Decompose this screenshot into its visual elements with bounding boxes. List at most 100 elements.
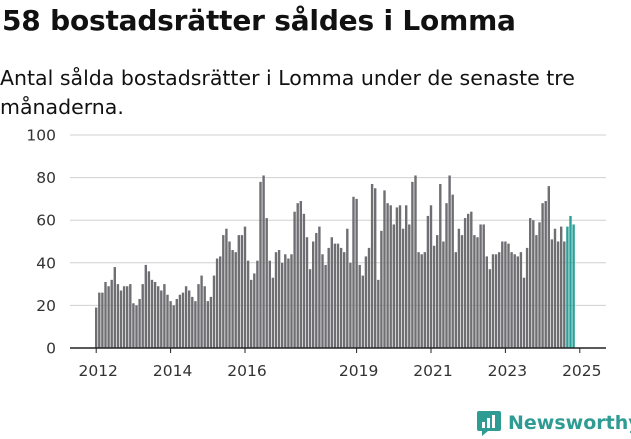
bar [451, 194, 454, 348]
bar [569, 215, 572, 348]
bar [370, 183, 374, 348]
bar [473, 235, 476, 348]
bar [547, 186, 550, 348]
newsworthy-icon [477, 411, 501, 436]
bar [535, 235, 538, 348]
bar [398, 205, 402, 348]
bar [157, 286, 160, 348]
bar [163, 284, 166, 348]
bar [367, 247, 371, 348]
bar [243, 226, 247, 348]
x-tick-label: 2023 [488, 362, 527, 380]
bar [408, 224, 411, 348]
bar [256, 260, 259, 348]
brand-name: Newsworthy [508, 412, 631, 434]
bar [336, 243, 340, 348]
bar [550, 239, 554, 348]
bar [429, 205, 433, 348]
bar [299, 201, 302, 348]
bar [401, 228, 405, 348]
bar [488, 269, 492, 348]
bar [166, 294, 169, 348]
bar [346, 228, 349, 348]
bar [129, 284, 132, 348]
bar [327, 247, 330, 348]
bar [330, 237, 333, 348]
bar [222, 235, 225, 348]
bar [448, 175, 451, 348]
bar [200, 275, 203, 348]
bar [560, 226, 563, 348]
bar [411, 181, 414, 348]
bar [250, 279, 253, 348]
x-tick-label: 2021 [413, 362, 452, 380]
bar [383, 190, 386, 348]
bar [504, 241, 507, 348]
bar [290, 254, 293, 348]
y-axis-ticks: 0 20 40 60 80 100 [26, 127, 56, 358]
bar [566, 226, 569, 348]
bar [432, 245, 436, 348]
bar [184, 286, 188, 348]
bar [463, 218, 467, 348]
x-tick-label: 2012 [78, 362, 117, 380]
bar [529, 218, 532, 348]
y-tick-label: 20 [36, 297, 56, 315]
y-tick-label: 80 [36, 169, 56, 187]
bar [113, 267, 116, 348]
bar [343, 252, 346, 348]
bar [141, 284, 144, 348]
bar [122, 286, 126, 348]
bar [423, 252, 426, 348]
bar [414, 175, 417, 348]
bar [296, 203, 299, 348]
bar [494, 254, 498, 348]
bar [532, 220, 535, 348]
bar [107, 286, 110, 348]
bar [225, 228, 228, 348]
x-tick-label: 2014 [153, 362, 192, 380]
bar [386, 203, 389, 348]
bar [237, 235, 240, 348]
bar [104, 281, 107, 348]
bar [476, 237, 479, 348]
bar [308, 269, 312, 348]
bar [358, 264, 361, 348]
bar [491, 254, 495, 348]
bar [259, 181, 262, 348]
bar [181, 292, 185, 348]
bar [352, 196, 355, 348]
bar [361, 275, 364, 348]
bar [160, 290, 163, 348]
bar [572, 224, 575, 348]
bar [135, 305, 138, 348]
bar [212, 275, 216, 348]
bar [442, 241, 445, 348]
bar [315, 232, 318, 348]
bar [374, 188, 377, 348]
y-tick-label: 40 [36, 254, 56, 272]
bar [519, 252, 523, 348]
newsworthy-logo: Newsworthy [476, 409, 631, 437]
bar [110, 279, 113, 348]
bar [339, 247, 343, 348]
bar [460, 235, 464, 348]
bar [172, 305, 175, 348]
bar [312, 241, 315, 348]
chart-subtitle: Antal sålda bostadsrätter i Lomma under … [0, 66, 575, 119]
bar [132, 303, 135, 348]
bar [277, 250, 281, 348]
bar [563, 241, 566, 348]
bar [482, 224, 485, 348]
x-tick-label: 2025 [562, 362, 601, 380]
bar [498, 252, 501, 348]
bar [274, 252, 278, 348]
bar [147, 271, 151, 348]
bar [253, 273, 256, 348]
bars [95, 175, 575, 348]
bar [191, 296, 194, 348]
bar [293, 211, 296, 348]
bar [95, 307, 98, 348]
data-label: 58 [576, 0, 596, 4]
